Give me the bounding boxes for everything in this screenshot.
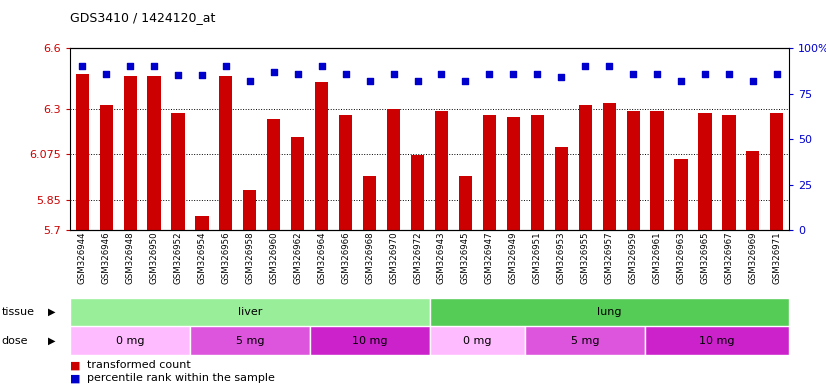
Point [746,78,759,84]
Point [674,78,687,84]
Point [244,78,257,84]
Point [507,71,520,77]
Bar [435,111,448,230]
Bar [124,76,136,230]
Bar [555,147,567,230]
Bar [70,326,190,355]
Point [316,63,329,70]
Bar [339,115,352,230]
Bar [292,137,304,230]
Bar [310,326,430,355]
Bar [363,176,376,230]
Point [626,71,639,77]
Text: 10 mg: 10 mg [352,336,387,346]
Text: ▶: ▶ [48,336,55,346]
Point [268,69,281,75]
Bar [220,76,232,230]
Bar [645,326,789,355]
Bar [430,298,789,326]
Point [578,63,591,70]
Bar [190,326,310,355]
Text: liver: liver [238,307,262,317]
Bar [699,113,711,230]
Text: transformed count: transformed count [87,360,191,370]
Bar [603,103,615,230]
Point [651,71,664,77]
Point [76,63,89,70]
Bar [651,111,663,230]
Point [339,71,352,77]
Bar [531,115,544,230]
Point [100,71,113,77]
Point [387,71,401,77]
Bar [100,105,112,230]
Bar [411,156,424,230]
Bar [675,159,687,230]
Point [434,71,448,77]
Bar [196,216,208,230]
Point [363,78,377,84]
Text: tissue: tissue [2,307,35,317]
Bar [459,176,472,230]
Bar [627,111,639,230]
Point [699,71,712,77]
Bar [579,105,591,230]
Point [172,72,185,78]
Point [722,71,735,77]
Bar [525,326,645,355]
Bar [172,113,184,230]
Text: 0 mg: 0 mg [116,336,145,346]
Bar [76,74,88,230]
Bar [244,190,256,230]
Text: dose: dose [2,336,28,346]
Bar [507,117,520,230]
Bar [771,113,783,230]
Bar [483,115,496,230]
Point [292,71,305,77]
Text: lung: lung [597,307,621,317]
Point [220,63,233,70]
Bar [747,151,759,230]
Bar [268,119,280,230]
Bar [387,109,400,230]
Point [124,63,137,70]
Text: 5 mg: 5 mg [571,336,600,346]
Point [195,72,208,78]
Text: ■: ■ [70,373,81,383]
Text: percentile rank within the sample: percentile rank within the sample [87,373,274,383]
Text: GDS3410 / 1424120_at: GDS3410 / 1424120_at [70,12,216,25]
Bar [316,83,328,230]
Point [459,78,472,84]
Point [530,71,544,77]
Point [555,74,568,80]
Bar [723,115,735,230]
Point [602,63,615,70]
Point [482,71,496,77]
Text: ■: ■ [70,360,81,370]
Point [411,78,425,84]
Text: 5 mg: 5 mg [235,336,264,346]
Point [148,63,161,70]
Text: ▶: ▶ [48,307,55,317]
Bar [70,298,430,326]
Text: 0 mg: 0 mg [463,336,491,346]
Text: 10 mg: 10 mg [700,336,734,346]
Bar [430,326,525,355]
Point [770,71,783,77]
Bar [148,76,160,230]
